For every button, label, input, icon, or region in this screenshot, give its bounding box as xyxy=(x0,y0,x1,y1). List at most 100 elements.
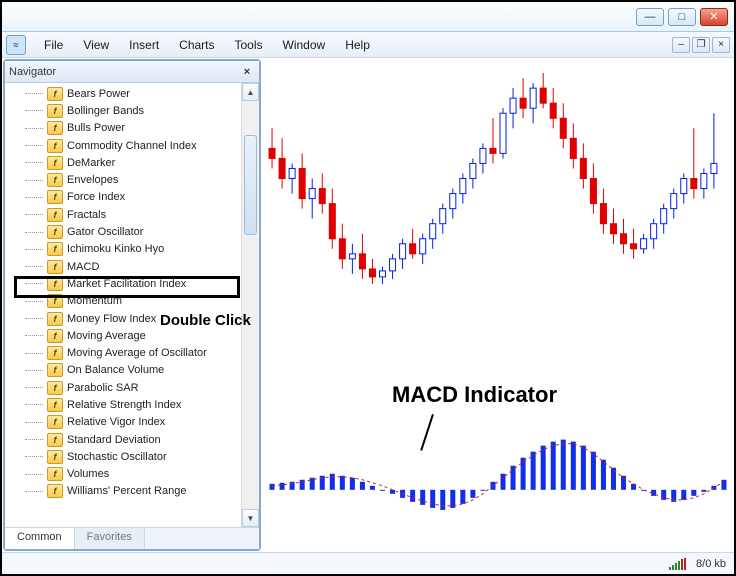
indicator-label: MACD xyxy=(67,261,99,273)
tree-connector-icon xyxy=(7,197,43,198)
indicator-item[interactable]: fStochastic Oscillator xyxy=(7,448,241,465)
indicator-item[interactable]: fBollinger Bands xyxy=(7,102,241,119)
function-icon: f xyxy=(47,329,63,343)
tab-common[interactable]: Common xyxy=(5,528,75,549)
function-icon: f xyxy=(47,242,63,256)
indicator-label: Market Facilitation Index xyxy=(67,278,186,290)
tree-connector-icon xyxy=(7,301,43,302)
indicator-item[interactable]: f Commodity Channel Index xyxy=(7,137,241,154)
function-icon: f xyxy=(47,312,63,326)
function-icon: f xyxy=(47,260,63,274)
indicator-item[interactable]: fFractals xyxy=(7,206,241,223)
tree-connector-icon xyxy=(7,232,43,233)
function-icon: f xyxy=(47,294,63,308)
menu-view[interactable]: View xyxy=(73,34,119,56)
indicator-item[interactable]: fMomentum xyxy=(7,293,241,310)
indicator-label: Standard Deviation xyxy=(67,434,161,446)
window-maximize-button[interactable]: □ xyxy=(668,8,696,26)
navigator-body: f Bears Power fBollinger BandsfBulls Power… xyxy=(5,83,259,527)
indicator-item[interactable]: fMarket Facilitation Index xyxy=(7,275,241,292)
mdi-close-button[interactable]: × xyxy=(712,37,730,53)
status-bar: 8/0 kb xyxy=(2,552,734,574)
indicator-label: Williams' Percent Range xyxy=(67,485,186,497)
navigator-tabs: Common Favorites xyxy=(5,527,259,549)
tree-connector-icon xyxy=(7,456,43,457)
tree-connector-icon xyxy=(7,145,43,146)
indicator-item[interactable]: fParabolic SAR xyxy=(7,379,241,396)
indicator-label: Stochastic Oscillator xyxy=(67,451,167,463)
indicator-item[interactable]: fStandard Deviation xyxy=(7,431,241,448)
connection-bars-icon xyxy=(669,558,686,570)
indicator-item[interactable]: f MACD xyxy=(7,258,241,275)
function-icon: f xyxy=(47,121,63,135)
tree-connector-icon xyxy=(7,370,43,371)
chart-area[interactable]: MACD Indicator xyxy=(262,58,734,552)
indicator-label: Moving Average of Oscillator xyxy=(67,347,207,359)
function-icon: f xyxy=(47,190,63,204)
menu-file[interactable]: File xyxy=(34,34,73,56)
title-bar: — □ ✕ xyxy=(2,2,734,32)
tree-connector-icon xyxy=(7,491,43,492)
scroll-track[interactable] xyxy=(242,101,259,509)
mdi-minimize-button[interactable]: – xyxy=(672,37,690,53)
scroll-thumb[interactable] xyxy=(244,135,257,235)
indicator-item[interactable]: fRelative Vigor Index xyxy=(7,414,241,431)
function-icon: f xyxy=(47,381,63,395)
tree-connector-icon xyxy=(7,214,43,215)
indicator-item[interactable]: fBulls Power xyxy=(7,120,241,137)
indicator-label: Commodity Channel Index xyxy=(67,140,197,152)
menu-window[interactable]: Window xyxy=(273,34,336,56)
tab-favorites[interactable]: Favorites xyxy=(75,528,145,549)
tree-connector-icon xyxy=(7,266,43,267)
indicator-item[interactable]: fVolumes xyxy=(7,466,241,483)
function-icon: f xyxy=(47,139,63,153)
indicator-item[interactable]: fWilliams' Percent Range xyxy=(7,483,241,500)
scroll-down-button[interactable]: ▼ xyxy=(242,509,259,527)
mdi-restore-button[interactable]: ❐ xyxy=(692,37,710,53)
indicator-label: Bears Power xyxy=(67,88,130,100)
scroll-up-button[interactable]: ▲ xyxy=(242,83,259,101)
navigator-header: Navigator × xyxy=(5,61,259,83)
indicator-label: Ichimoku Kinko Hyo xyxy=(67,243,164,255)
menu-insert[interactable]: Insert xyxy=(119,34,169,56)
function-icon: f xyxy=(47,208,63,222)
menu-charts[interactable]: Charts xyxy=(169,34,224,56)
window-close-button[interactable]: ✕ xyxy=(700,8,728,26)
indicator-item[interactable]: fGator Oscillator xyxy=(7,223,241,240)
function-icon: f xyxy=(47,156,63,170)
indicator-label: Volumes xyxy=(67,468,109,480)
indicator-item[interactable]: f Ichimoku Kinko Hyo xyxy=(7,241,241,258)
indicator-item[interactable]: f Bears Power xyxy=(7,85,241,102)
indicator-label: Relative Strength Index xyxy=(67,399,181,411)
tree-connector-icon xyxy=(7,335,43,336)
indicator-item[interactable]: f DeMarker xyxy=(7,154,241,171)
indicator-item[interactable]: fEnvelopes xyxy=(7,171,241,188)
window-minimize-button[interactable]: — xyxy=(636,8,664,26)
function-icon: f xyxy=(47,173,63,187)
indicator-tree[interactable]: f Bears Power fBollinger BandsfBulls Power… xyxy=(5,83,241,527)
menu-help[interactable]: Help xyxy=(335,34,380,56)
navigator-title: Navigator xyxy=(9,66,56,78)
indicator-label: DeMarker xyxy=(67,157,115,169)
indicator-label: Moving Average xyxy=(67,330,146,342)
menu-tools[interactable]: Tools xyxy=(225,34,273,56)
indicator-item[interactable]: fMoving Average of Oscillator xyxy=(7,344,241,361)
tree-connector-icon xyxy=(7,93,43,94)
tree-connector-icon xyxy=(7,180,43,181)
chart-svg xyxy=(262,58,734,554)
indicator-label: Force Index xyxy=(67,191,125,203)
function-icon: f xyxy=(47,87,63,101)
function-icon: f xyxy=(47,104,63,118)
function-icon: f xyxy=(47,415,63,429)
navigator-scrollbar[interactable]: ▲ ▼ xyxy=(241,83,259,527)
client-area: Navigator × f Bears Power fBollinger Bands… xyxy=(2,58,734,552)
tree-connector-icon xyxy=(7,162,43,163)
app-icon: ≈ xyxy=(6,35,26,55)
tree-connector-icon xyxy=(7,353,43,354)
indicator-item[interactable]: fOn Balance Volume xyxy=(7,362,241,379)
indicator-item[interactable]: fRelative Strength Index xyxy=(7,396,241,413)
indicator-item[interactable]: f Moving Average xyxy=(7,327,241,344)
menu-bar: ≈ File View Insert Charts Tools Window H… xyxy=(2,32,734,58)
indicator-item[interactable]: f Force Index xyxy=(7,189,241,206)
navigator-close-button[interactable]: × xyxy=(239,64,255,80)
